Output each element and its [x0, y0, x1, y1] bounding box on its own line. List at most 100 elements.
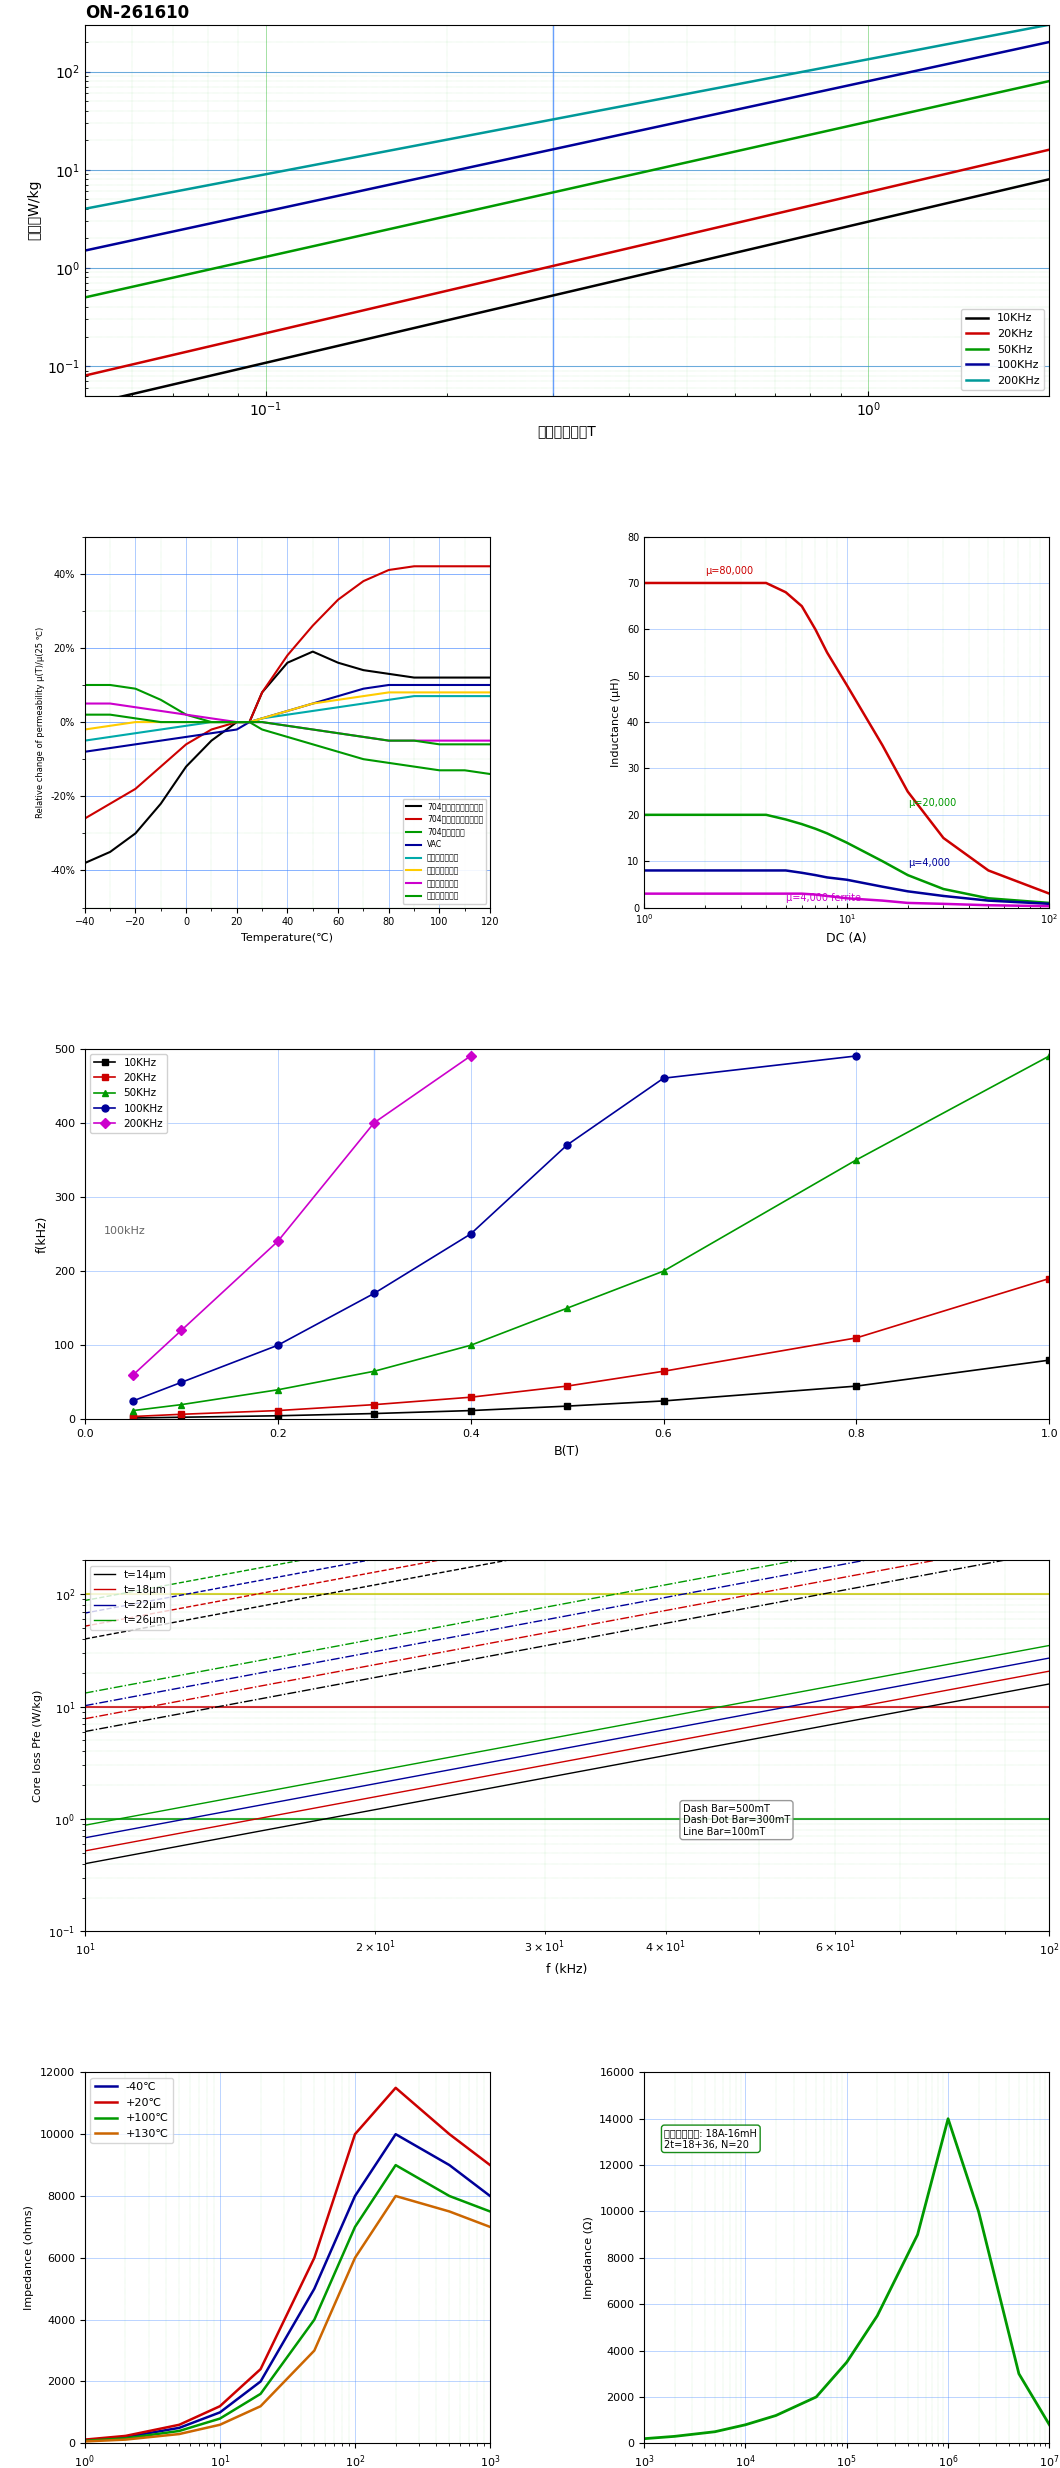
704级，高磁通，小铁芯 — [205, 716, 217, 745]
20KHz — [657, 1357, 670, 1387]
50KHz — [271, 1375, 284, 1404]
道德芯，低磁通 — [383, 726, 395, 755]
704级，高磁通，小铁芯 — [281, 642, 294, 671]
Line: +20℃: +20℃ — [85, 2088, 490, 2438]
道德芯，低磁通 — [104, 701, 117, 731]
道德芯，低磁通 — [230, 708, 243, 738]
VAC — [357, 674, 370, 703]
μ=80,000 — [779, 578, 792, 607]
Line: 20KHz: 20KHz — [129, 1276, 1053, 1419]
704级，低磁通 — [306, 731, 319, 760]
道德芯，高磁通 — [408, 726, 421, 755]
道德芯，高磁通 — [434, 726, 446, 755]
μ=20,000 — [809, 814, 822, 844]
道德芯，高磁通 — [383, 726, 395, 755]
道德芯，高磁通 — [230, 708, 243, 738]
704级，低磁通 — [205, 708, 217, 738]
t=18μm — [369, 1782, 382, 1812]
VAC — [306, 689, 319, 718]
50KHz — [1043, 1041, 1056, 1071]
100KHz — [127, 1387, 140, 1417]
道德芯，高磁通 — [104, 689, 117, 718]
+20℃ — [119, 2421, 131, 2451]
+130℃ — [213, 2409, 226, 2438]
100KHz — [657, 1064, 670, 1093]
透鐾芯，低磁通 — [383, 679, 395, 708]
t=26μm — [1043, 1631, 1056, 1661]
+100℃ — [308, 2305, 321, 2335]
μ=4,000 — [876, 871, 888, 901]
-40℃ — [119, 2421, 131, 2451]
t=22μm — [369, 1770, 382, 1799]
Y-axis label: f(kHz): f(kHz) — [35, 1214, 49, 1254]
704级，低磁通 — [129, 674, 142, 703]
μ=80,000 — [901, 777, 914, 807]
Legend: 10KHz, 20KHz, 50KHz, 100KHz, 200KHz: 10KHz, 20KHz, 50KHz, 100KHz, 200KHz — [961, 308, 1044, 390]
-40℃ — [443, 2150, 456, 2179]
20KHz — [1043, 1264, 1056, 1293]
t=14μm — [78, 1849, 91, 1878]
+20℃ — [78, 2424, 91, 2453]
Line: 200KHz: 200KHz — [129, 1051, 474, 1380]
t=26μm — [894, 1658, 906, 1688]
704级，高磁通，大铁芯 — [243, 708, 255, 738]
VAC — [205, 718, 217, 748]
μ=4,000 ferrite — [1043, 891, 1056, 921]
Line: VAC: VAC — [85, 686, 490, 753]
Line: 10KHz: 10KHz — [129, 1357, 1053, 1422]
t=14μm — [538, 1762, 551, 1792]
Y-axis label: Impedance (ohms): Impedance (ohms) — [24, 2206, 34, 2310]
704级，高磁通，小铁芯 — [357, 565, 370, 595]
704级，低磁通 — [357, 745, 370, 775]
704级，低磁通 — [332, 738, 344, 768]
道德芯，高磁通 — [205, 703, 217, 733]
+130℃ — [78, 2426, 91, 2456]
Line: 704级，高磁通，大铁芯: 704级，高磁通，大铁芯 — [85, 652, 490, 864]
+130℃ — [173, 2419, 185, 2448]
50KHz — [127, 1397, 140, 1427]
道德芯，高磁通 — [78, 689, 91, 718]
μ=80,000 — [795, 592, 808, 622]
t=14μm — [1043, 1668, 1056, 1698]
μ=20,000 — [795, 810, 808, 839]
704级，高磁通，大铁芯 — [483, 664, 496, 694]
μ=20,000 — [982, 884, 994, 913]
VAC — [281, 696, 294, 726]
704级，高磁通，大铁芯 — [434, 664, 446, 694]
200KHz — [368, 1108, 381, 1138]
704级，高磁通，小铁芯 — [155, 753, 167, 782]
μ=80,000 — [820, 637, 833, 666]
704级，低磁通 — [483, 760, 496, 790]
透鐾芯，低磁通 — [434, 679, 446, 708]
X-axis label: Temperature(℃): Temperature(℃) — [242, 933, 334, 943]
704级，高磁通，大铁芯 — [180, 753, 193, 782]
μ=4,000 — [760, 856, 773, 886]
道德芯，高磁通 — [458, 726, 471, 755]
+100℃ — [213, 2404, 226, 2433]
704级，高磁通，大铁芯 — [230, 708, 243, 738]
100KHz — [271, 1330, 284, 1360]
道德芯，低磁通 — [434, 731, 446, 760]
50KHz — [368, 1357, 381, 1387]
20KHz — [464, 1382, 477, 1412]
μ=4,000 — [937, 881, 950, 911]
透鐾芯，低磁通 — [483, 679, 496, 708]
704级，高磁通，小铁芯 — [230, 708, 243, 738]
X-axis label: f (kHz): f (kHz) — [546, 1962, 588, 1977]
道德芯，高磁通 — [255, 708, 268, 738]
透鐾芯，高磁通 — [357, 689, 370, 718]
20KHz — [368, 1389, 381, 1419]
道德芯，低磁通 — [205, 708, 217, 738]
704级，高磁通，小铁芯 — [104, 790, 117, 819]
200KHz — [175, 1315, 188, 1345]
Line: 50KHz: 50KHz — [129, 1051, 1053, 1414]
-40℃ — [308, 2273, 321, 2303]
50KHz — [850, 1145, 863, 1175]
-40℃ — [254, 2367, 267, 2396]
VAC — [180, 723, 193, 753]
道德芯，高磁通 — [155, 696, 167, 726]
100KHz — [850, 1041, 863, 1071]
+130℃ — [483, 2211, 496, 2241]
704级，高磁通，小铁芯 — [483, 550, 496, 580]
+20℃ — [443, 2120, 456, 2150]
